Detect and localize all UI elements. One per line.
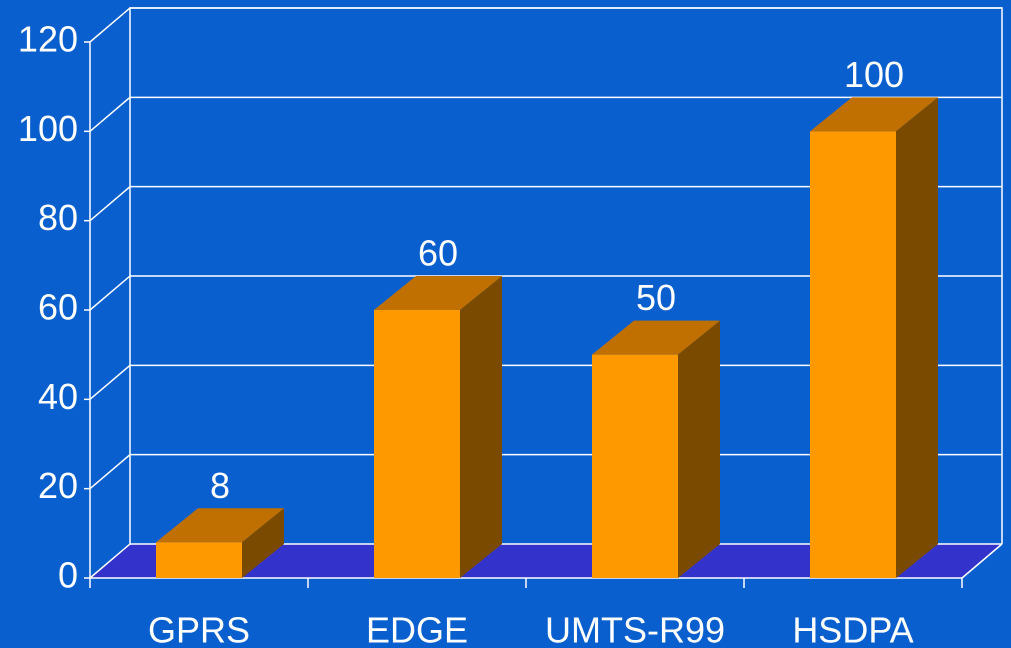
- bar: [810, 97, 938, 579]
- bar-top: [592, 320, 720, 355]
- y-tick-label: 40: [38, 376, 78, 417]
- bar-front: [156, 542, 242, 578]
- grid-line: [89, 96, 1002, 132]
- bar: [592, 320, 720, 578]
- y-tick-label: 120: [18, 19, 78, 60]
- bar: [374, 276, 502, 578]
- y-tick-label: 80: [38, 197, 78, 238]
- y-tick-label: 20: [38, 465, 78, 506]
- bar-top: [810, 97, 938, 132]
- x-tick-label: GPRS: [148, 610, 250, 648]
- bar-front: [810, 131, 896, 579]
- floor-edge: [961, 543, 1003, 579]
- bar-side: [460, 276, 502, 578]
- value-label: 100: [844, 54, 904, 95]
- y-tick-label: 0: [58, 555, 78, 596]
- bar-front: [592, 354, 678, 578]
- y-tick-label: 60: [38, 287, 78, 328]
- x-tick-label: EDGE: [366, 610, 468, 648]
- bar-side: [242, 508, 284, 578]
- x-tick-label: HSDPA: [792, 610, 913, 648]
- grid-line: [89, 185, 1002, 222]
- grid-line: [89, 7, 1002, 43]
- bar-side: [678, 320, 720, 578]
- bar: [156, 508, 284, 578]
- floor: [90, 544, 1002, 578]
- y-tick-label: 100: [18, 108, 78, 149]
- bar-top: [156, 508, 284, 543]
- bar-side: [896, 97, 938, 578]
- value-label: 60: [418, 233, 458, 274]
- x-tick-label: UMTS-R99: [545, 610, 725, 648]
- grid-line: [89, 275, 1002, 311]
- value-label: 50: [636, 277, 676, 318]
- bar-front: [374, 310, 460, 578]
- bar-top: [374, 276, 502, 310]
- value-label: 8: [210, 465, 230, 506]
